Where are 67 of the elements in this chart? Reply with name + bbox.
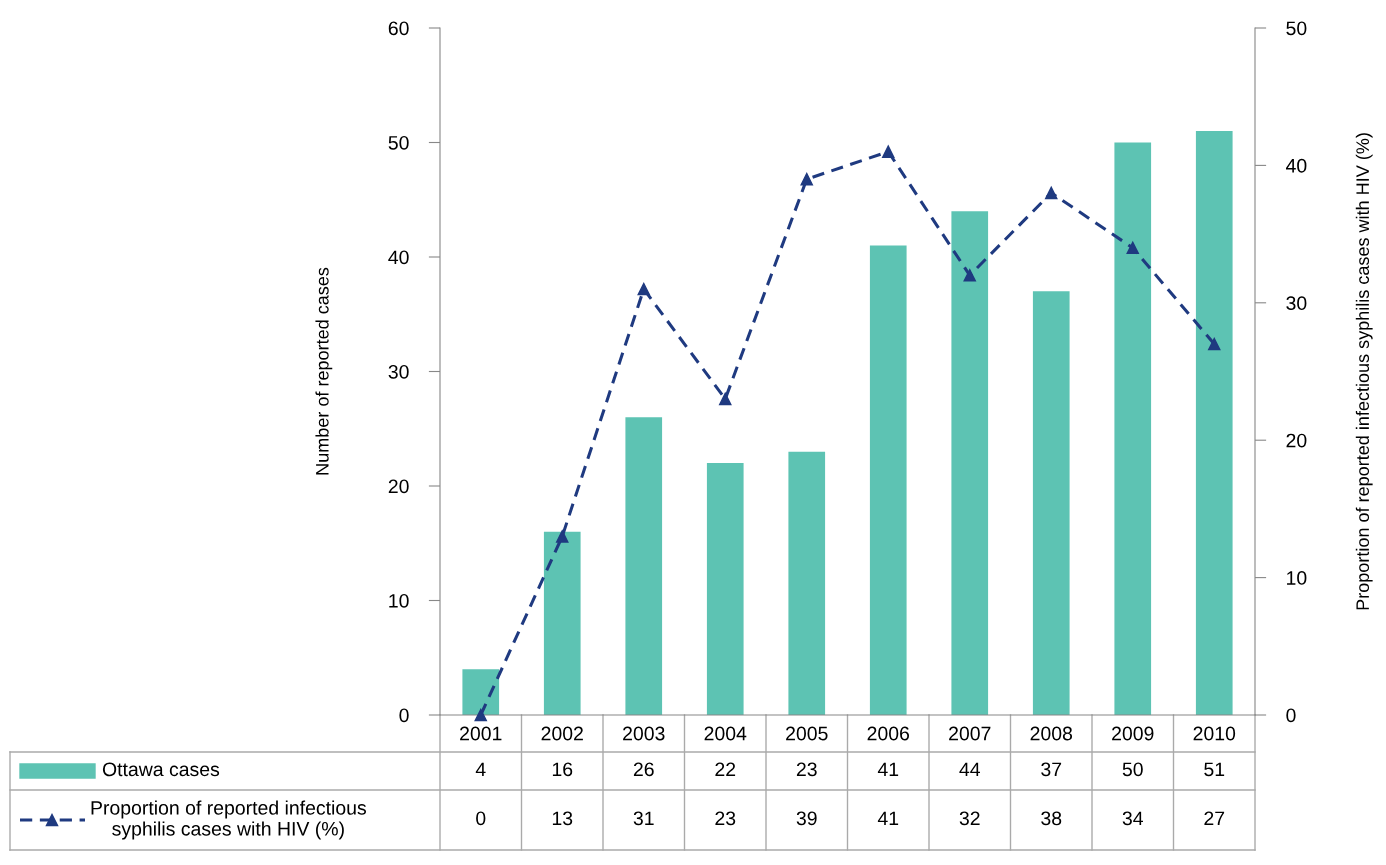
y-tick-label: 30 — [388, 364, 409, 379]
bar — [1032, 291, 1070, 715]
bar — [1114, 142, 1152, 715]
data-label: 0 — [476, 811, 486, 826]
data-label: 37 — [1041, 762, 1062, 777]
y-tick-label: 0 — [399, 708, 409, 723]
x-tick-label: 2007 — [949, 726, 991, 741]
data-label: 38 — [1041, 811, 1062, 826]
data-label: 31 — [633, 811, 654, 826]
data-label: 22 — [715, 762, 736, 777]
y-tick-label: 10 — [389, 593, 409, 608]
point — [1207, 337, 1221, 351]
x-tick-label: 2006 — [867, 726, 910, 741]
data-label: 23 — [796, 762, 817, 777]
legend-label: Proportion of reported infectious syphilis cases with HIV (%) — [91, 800, 366, 840]
bar — [543, 531, 581, 715]
data-label: 50 — [1122, 762, 1143, 777]
x-tick-label: 2010 — [1193, 726, 1236, 741]
data-label: 41 — [877, 762, 899, 777]
bar — [706, 463, 744, 715]
x-tick-label: 2001 — [460, 726, 502, 741]
data-label: 16 — [552, 762, 573, 777]
data-label: 26 — [633, 762, 654, 777]
point — [881, 145, 895, 158]
data-label: 51 — [1204, 762, 1225, 777]
bar — [869, 245, 907, 715]
data-label: 44 — [959, 762, 980, 777]
y2-tick-label: 0 — [1286, 708, 1296, 723]
bar — [625, 417, 663, 715]
y-tick-label: 60 — [388, 21, 409, 36]
y2-tick-label: 50 — [1286, 21, 1307, 36]
data-label: 13 — [552, 811, 573, 826]
bar — [788, 451, 826, 715]
legend-label: Ottawa cases — [102, 762, 220, 777]
point — [637, 282, 651, 296]
x-tick-label: 2005 — [786, 726, 828, 741]
y-tick-label: 50 — [388, 135, 409, 150]
data-label: 4 — [475, 762, 486, 777]
bar — [462, 669, 500, 715]
y-tick-label: 40 — [388, 250, 409, 265]
data-label: 27 — [1204, 811, 1225, 826]
y2-tick-label: 40 — [1286, 158, 1307, 173]
x-tick-label: 2003 — [623, 726, 665, 741]
data-label: 34 — [1122, 811, 1143, 826]
y2-tick-label: 30 — [1286, 296, 1307, 311]
point — [1126, 241, 1140, 255]
point — [718, 392, 732, 406]
x-tick-label: 2008 — [1030, 726, 1073, 741]
data-label: 39 — [796, 811, 817, 826]
point — [800, 172, 814, 186]
data-label: 32 — [959, 811, 980, 826]
y2-tick-label: 10 — [1287, 571, 1307, 585]
y-tick-label: 20 — [388, 479, 409, 494]
x-tick-label: 2009 — [1112, 726, 1154, 741]
y2-tick-label: 20 — [1286, 433, 1307, 448]
point — [1044, 186, 1058, 200]
bar — [1195, 131, 1233, 715]
y-axis-title: Number of reported cases — [315, 267, 333, 475]
data-label: 41 — [877, 811, 899, 826]
y2-axis-title: Proportion of reported infectious syphilis cases with HIV (%) — [1355, 133, 1373, 610]
x-tick-label: 2002 — [541, 726, 583, 741]
point — [555, 530, 569, 543]
data-label: 23 — [715, 811, 736, 826]
x-tick-label: 2004 — [704, 726, 747, 741]
point — [963, 269, 977, 282]
bar — [951, 211, 989, 715]
point — [474, 708, 488, 722]
